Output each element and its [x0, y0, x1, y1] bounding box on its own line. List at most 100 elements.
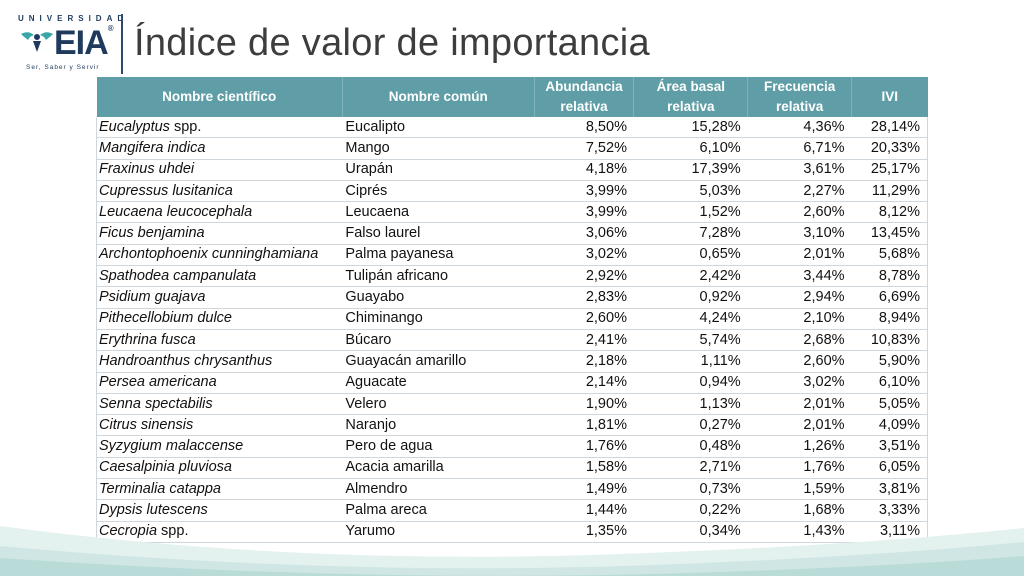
cell-area-basal: 0,94%: [633, 372, 748, 394]
cell-area-basal: 0,92%: [633, 286, 748, 309]
cell-nombre-cientifico: Mangifera indica: [96, 137, 343, 160]
cell-nombre-comun: Tulipán africano: [342, 265, 535, 288]
cell-nombre-cientifico: Terminalia catappa: [96, 478, 343, 501]
cell-nombre-cientifico: Syzygium malaccense: [96, 435, 343, 458]
table-row: Leucaena leucocephala Leucaena 3,99% 1,52% 2…: [96, 201, 928, 224]
logo-brand-text: EIA®: [54, 24, 114, 63]
cell-abundancia: 1,49%: [534, 478, 634, 501]
cell-frecuencia: 3,61%: [747, 159, 852, 181]
cell-area-basal: 5,74%: [633, 329, 748, 352]
ivi-table: Nombre científico Nombre común Abundanci…: [96, 77, 928, 543]
cell-nombre-comun: Almendro: [342, 478, 535, 501]
cell-frecuencia: 2,01%: [747, 393, 852, 416]
scientific-name: Persea americana: [99, 374, 217, 391]
scientific-name: Pithecellobium dulce: [99, 310, 232, 327]
scientific-name: Cecropia: [99, 523, 158, 540]
cell-ivi: 8,94%: [851, 308, 928, 330]
cell-nombre-comun: Velero: [342, 393, 535, 416]
cell-nombre-comun: Palma payanesa: [342, 244, 535, 267]
cell-abundancia: 1,58%: [534, 457, 634, 480]
cell-area-basal: 1,13%: [633, 393, 748, 416]
table-row: Ficus benjamina Falso laurel 3,06% 7,28% 3,1…: [96, 222, 928, 245]
cell-nombre-comun: Eucalipto: [342, 117, 535, 139]
cell-ivi: 6,69%: [851, 286, 928, 309]
cell-nombre-cientifico: Cecropia spp.: [96, 521, 343, 543]
cell-nombre-comun: Mango: [342, 137, 535, 160]
cell-ivi: 20,33%: [851, 137, 928, 160]
table-row: Fraxinus uhdei Urapán 4,18% 17,39% 3,61% 25,1…: [96, 159, 928, 181]
scientific-name: Mangifera indica: [99, 139, 206, 156]
cell-abundancia: 2,60%: [534, 308, 634, 330]
cell-ivi: 8,78%: [851, 265, 928, 288]
scientific-name: Terminalia catappa: [99, 480, 221, 497]
cell-nombre-cientifico: Senna spectabilis: [96, 393, 343, 416]
cell-nombre-comun: Naranjo: [342, 414, 535, 437]
cell-nombre-cientifico: Pithecellobium dulce: [96, 308, 343, 330]
title-divider: [121, 14, 123, 74]
cell-area-basal: 0,65%: [633, 244, 748, 267]
cell-nombre-comun: Leucaena: [342, 201, 535, 224]
logo-top-text: UNIVERSIDAD: [18, 14, 129, 23]
cell-nombre-cientifico: Handroanthus chrysanthus: [96, 350, 343, 373]
table-row: Citrus sinensis Naranjo 1,81% 0,27% 2,01% 4,0…: [96, 414, 928, 437]
table-row: Eucalyptus spp. Eucalipto 8,50% 15,28% 4,36%…: [96, 117, 928, 139]
cell-ivi: 5,68%: [851, 244, 928, 267]
cell-nombre-comun: Ciprés: [342, 180, 535, 203]
cell-nombre-comun: Palma areca: [342, 499, 535, 522]
cell-area-basal: 7,28%: [633, 222, 748, 245]
table-row: Mangifera indica Mango 7,52% 6,10% 6,71% 20,3…: [96, 137, 928, 160]
cell-area-basal: 6,10%: [633, 137, 748, 160]
cell-nombre-comun: Chiminango: [342, 308, 535, 330]
cell-frecuencia: 3,10%: [747, 222, 852, 245]
cell-ivi: 10,83%: [851, 329, 928, 352]
cell-nombre-comun: Falso laurel: [342, 222, 535, 245]
table-row: Senna spectabilis Velero 1,90% 1,13% 2,01% 5,…: [96, 393, 928, 416]
table-row: Persea americana Aguacate 2,14% 0,94% 3,02% 6…: [96, 372, 928, 394]
scientific-name: Erythrina fusca: [99, 331, 196, 348]
cell-nombre-cientifico: Persea americana: [96, 372, 343, 394]
cell-ivi: 11,29%: [851, 180, 928, 203]
cell-nombre-comun: Aguacate: [342, 372, 535, 394]
cell-nombre-comun: Urapán: [342, 159, 535, 181]
cell-area-basal: 1,52%: [633, 201, 748, 224]
table-row: Handroanthus chrysanthus Guayacán amarill…: [96, 350, 928, 373]
cell-ivi: 4,09%: [851, 414, 928, 437]
cell-nombre-comun: Búcaro: [342, 329, 535, 352]
cell-abundancia: 3,06%: [534, 222, 634, 245]
cell-frecuencia: 4,36%: [747, 117, 852, 139]
scientific-name: Leucaena leucocephala: [99, 203, 253, 220]
cell-ivi: 8,12%: [851, 201, 928, 224]
cell-ivi: 5,05%: [851, 393, 928, 416]
table-row: Syzygium malaccense Pero de agua 1,76% 0,48…: [96, 435, 928, 458]
scientific-name: Eucalyptus: [99, 118, 170, 135]
table-row: Spathodea campanulata Tulipán africano 2,9…: [96, 265, 928, 288]
cell-abundancia: 2,18%: [534, 350, 634, 373]
cell-abundancia: 7,52%: [534, 137, 634, 160]
table-header-row: Nombre científico Nombre común Abundanci…: [96, 77, 928, 117]
header-nombre-comun: Nombre común: [342, 77, 535, 117]
cell-ivi: 6,05%: [851, 457, 928, 480]
scientific-name-suffix: spp.: [169, 118, 202, 135]
cell-frecuencia: 2,01%: [747, 414, 852, 437]
cell-nombre-comun: Guayacán amarillo: [342, 350, 535, 373]
scientific-name: Citrus sinensis: [99, 416, 194, 433]
cell-abundancia: 8,50%: [534, 117, 634, 139]
table-row: Psidium guajava Guayabo 2,83% 0,92% 2,94% 6,6…: [96, 286, 928, 309]
cell-frecuencia: 2,01%: [747, 244, 852, 267]
table-row: Caesalpinia pluviosa Acacia amarilla 1,58%…: [96, 457, 928, 480]
cell-abundancia: 1,90%: [534, 393, 634, 416]
cell-abundancia: 3,99%: [534, 201, 634, 224]
scientific-name-suffix: spp.: [157, 523, 189, 540]
cell-frecuencia: 2,60%: [747, 350, 852, 373]
cell-area-basal: 1,11%: [633, 350, 748, 373]
cell-ivi: 3,51%: [851, 435, 928, 458]
cell-nombre-comun: Guayabo: [342, 286, 535, 309]
cell-abundancia: 2,83%: [534, 286, 634, 309]
scientific-name: Psidium guajava: [99, 289, 206, 306]
cell-abundancia: 2,14%: [534, 372, 634, 394]
cell-area-basal: 0,34%: [633, 521, 748, 543]
scientific-name: Spathodea campanulata: [99, 267, 257, 284]
cell-frecuencia: 2,27%: [747, 180, 852, 203]
scientific-name: Dypsis lutescens: [99, 501, 208, 518]
cell-ivi: 3,33%: [851, 499, 928, 522]
